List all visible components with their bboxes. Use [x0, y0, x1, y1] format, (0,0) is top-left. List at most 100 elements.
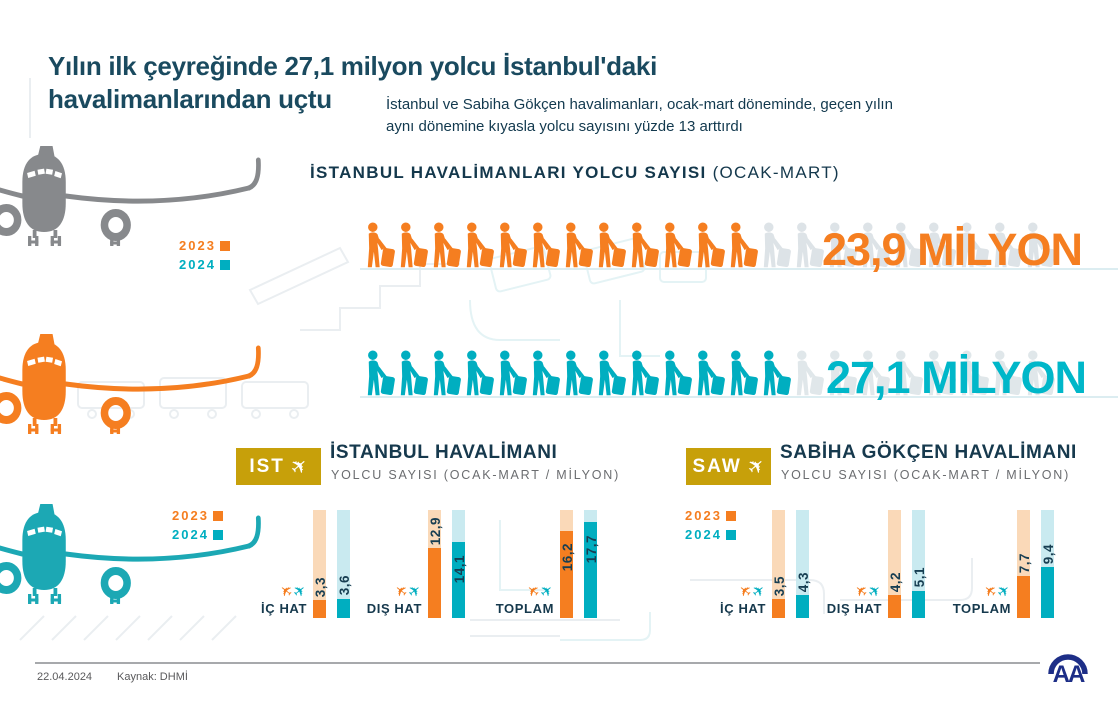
bar-2023-i̇ç-hat: 3,3: [313, 510, 328, 618]
bar-2023-toplam: 7,7: [1017, 510, 1032, 618]
saw-bar-chart: ✈ ✈ İÇ HAT 3,5 4,3 ✈ ✈ DIŞ HAT 4,2 5,1 ✈ ✈ TOPLAM 7,7…: [620, 508, 1090, 620]
saw-airport-badge: SAW ✈: [686, 448, 771, 485]
total-chart-heading-suffix: (OCAK-MART): [712, 163, 840, 182]
bar-2024-diş-hat: 5,1: [912, 510, 927, 618]
bar-value-label: 17,7: [584, 535, 599, 564]
category-label: TOPLAM: [952, 601, 1011, 616]
passenger-icon: [657, 350, 692, 396]
plane-2024-icon: ✈: [749, 581, 770, 603]
bar-background: [313, 510, 326, 618]
pictogram-row-2024: [360, 348, 1118, 398]
ist-airport-subtitle: YOLCU SAYISI (OCAK-MART / MİLYON): [331, 468, 621, 482]
category-label-block: ✈ ✈ TOPLAM: [482, 581, 558, 616]
page-title: Yılın ilk çeyreğinde 27,1 milyon yolcu İ…: [48, 50, 657, 116]
page-subtitle: İstanbul ve Sabiha Gökçen havalimanları,…: [386, 94, 893, 138]
passenger-icon: [360, 222, 395, 268]
bar-value-label: 9,4: [1041, 543, 1056, 565]
bar-fill: [584, 522, 597, 618]
ist-legend-2024-swatch: [212, 529, 223, 540]
bar-fill: [313, 600, 326, 618]
bar-background: [796, 510, 809, 618]
legend-2024-label: 2024: [179, 257, 216, 272]
svg-text:AA: AA: [1053, 661, 1085, 688]
bar-value-label: 5,1: [912, 567, 927, 588]
passenger-icon: [591, 222, 626, 268]
bar-fill: [1017, 576, 1030, 618]
category-label-block: ✈ ✈ DIŞ HAT: [350, 581, 426, 616]
legend-2023: 2023: [179, 236, 230, 255]
saw-legend-2023: 2023: [685, 506, 736, 525]
bar-value-label: 3,3: [313, 576, 328, 598]
category-plane-icons: ✈ ✈: [350, 581, 425, 602]
bar-fill: [912, 590, 925, 618]
bar-group-toplam: ✈ ✈ TOPLAM 16,2 17,7: [496, 510, 599, 618]
ist-bar-chart: ✈ ✈ İÇ HAT 3,3 3,6 ✈ ✈ DIŞ HAT 12,9 14,1 ✈ ✈ TOPLAM 1…: [160, 508, 630, 620]
bar-value-label: 4,2: [888, 572, 903, 593]
bar-2024-diş-hat: 14,1: [452, 510, 467, 618]
passenger-icon: [393, 350, 428, 396]
passenger-icon: [624, 222, 659, 268]
ist-airport-title: İSTANBUL HAVALİMANI: [330, 442, 558, 463]
category-plane-icons: ✈ ✈: [482, 581, 557, 602]
saw-airport-title: SABİHA GÖKÇEN HAVALİMANI: [780, 442, 1077, 463]
bar-fill: [337, 598, 350, 618]
category-label: DIŞ HAT: [366, 601, 422, 616]
bar-fill: [772, 599, 785, 618]
bar-fill: [560, 530, 573, 618]
passenger-icon: [525, 350, 560, 396]
total-chart-heading-bold: İSTANBUL HAVALİMANLARI YOLCU SAYISI: [310, 163, 707, 182]
bar-2024-toplam: 17,7: [584, 510, 599, 618]
bar-value-label: 12,9: [428, 517, 443, 546]
category-label-block: ✈ ✈ DIŞ HAT: [810, 581, 886, 616]
bar-group-diş-hat: ✈ ✈ DIŞ HAT 12,9 14,1: [367, 510, 467, 618]
ist-badge-plane-icon: ✈: [286, 453, 314, 481]
saw-legend-2023-label: 2023: [685, 508, 722, 523]
bar-value-label: 4,3: [796, 571, 811, 592]
passenger-icon: [558, 350, 593, 396]
saw-legend-2024: 2024: [685, 525, 736, 544]
category-plane-icons: ✈ ✈: [694, 581, 769, 602]
legend-2024-swatch: [219, 259, 230, 270]
passenger-icon-faint: [756, 222, 791, 268]
ist-code-label: IST: [249, 455, 285, 477]
bar-group-diş-hat: ✈ ✈ DIŞ HAT 4,2 5,1: [827, 510, 927, 618]
category-label: DIŞ HAT: [826, 601, 882, 616]
saw-airport-subtitle: YOLCU SAYISI (OCAK-MART / MİLYON): [781, 468, 1071, 482]
passenger-icon: [492, 350, 527, 396]
bar-2023-diş-hat: 4,2: [888, 510, 903, 618]
gray-airplane-illustration: [0, 146, 280, 246]
saw-legend-2024-swatch: [725, 529, 736, 540]
bar-2023-toplam: 16,2: [560, 510, 575, 618]
bar-2024-i̇ç-hat: 4,3: [796, 510, 811, 618]
bar-2023-i̇ç-hat: 3,5: [772, 510, 787, 618]
passenger-icon: [426, 222, 461, 268]
plane-2024-icon: ✈: [994, 581, 1015, 603]
passenger-icon-faint: [789, 350, 824, 396]
bar-value-label: 16,2: [560, 543, 575, 572]
passenger-icon: [690, 222, 725, 268]
bar-fill: [452, 541, 465, 618]
saw-chart-legend: 2023 2024: [685, 506, 736, 544]
legend-2023-label: 2023: [179, 238, 216, 253]
passenger-icon: [459, 222, 494, 268]
bar-value-label: 14,1: [452, 554, 467, 583]
passenger-icon-faint: [789, 222, 824, 268]
saw-legend-2024-label: 2024: [685, 527, 722, 542]
plane-2024-icon: ✈: [405, 581, 426, 603]
bar-value-label: 3,5: [772, 575, 787, 597]
bar-2024-toplam: 9,4: [1041, 510, 1056, 618]
category-plane-icons: ✈ ✈: [235, 581, 310, 602]
total-2023-value: 23,9 MİLYON: [822, 224, 1083, 275]
bar-fill: [428, 548, 441, 618]
page-title-line1: Yılın ilk çeyreğinde 27,1 milyon yolcu İ…: [48, 51, 658, 81]
page-subtitle-line2: aynı dönemine kıyasla yolcu sayısını yüz…: [386, 118, 743, 135]
saw-legend-2023-swatch: [725, 510, 736, 521]
aa-agency-logo: AA: [1044, 640, 1092, 695]
total-chart-legend: 2023 2024: [179, 236, 230, 274]
bar-background: [337, 510, 350, 618]
passenger-icon: [624, 350, 659, 396]
bar-background: [772, 510, 785, 618]
legend-2024: 2024: [179, 255, 230, 274]
passenger-icon: [591, 350, 626, 396]
